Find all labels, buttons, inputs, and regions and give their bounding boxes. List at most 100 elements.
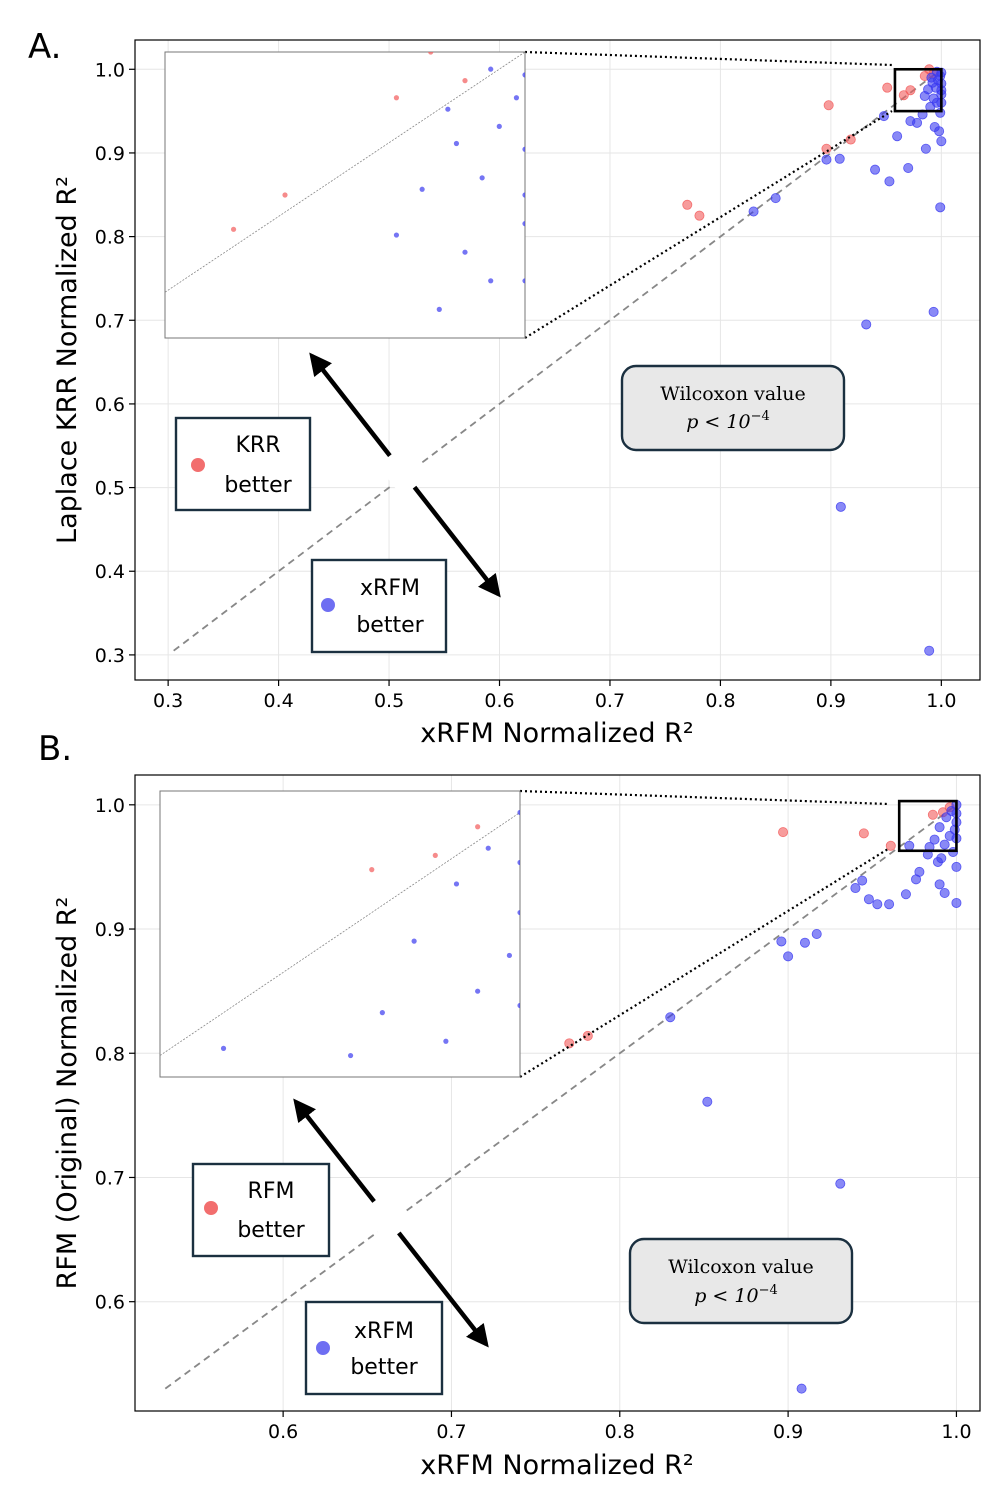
panel-b-legend-bottom-line1: xRFM bbox=[354, 1319, 414, 1344]
panel-a-inset-point-blue bbox=[496, 123, 502, 129]
panel-b-point-blue bbox=[702, 1096, 713, 1107]
panel-b-x-tick-label: 0.8 bbox=[605, 1421, 635, 1443]
panel-a-inset-point-blue bbox=[522, 221, 525, 227]
panel-a-legend-bottom-marker bbox=[321, 598, 335, 612]
panel-b-inset-point-blue bbox=[506, 952, 513, 959]
panel-a-inset-point-red bbox=[462, 78, 468, 84]
panel-a-inset-point-blue bbox=[419, 186, 425, 192]
panel-a-y-ticks: 0.3 0.4 0.5 0.6 0.7 0.8 0.9 1.0 bbox=[95, 59, 135, 667]
panel-b-inset-point-red bbox=[432, 852, 438, 858]
panel-a-inset-point-blue bbox=[488, 66, 494, 72]
panel-a-inset-point-blue bbox=[514, 347, 519, 352]
panel-b-point-blue bbox=[850, 883, 861, 894]
panel-a-inset-point-blue bbox=[522, 72, 525, 78]
panel-a-stat-box: Wilcoxon value p < 10−4 bbox=[620, 364, 846, 452]
panel-b-legend-top-marker bbox=[204, 1201, 218, 1215]
panel-b-point-blue bbox=[835, 1178, 846, 1189]
panel-a-inset-point-blue bbox=[488, 278, 494, 284]
panel-a-inset-point-blue bbox=[436, 306, 442, 312]
panel-a-point-blue bbox=[928, 306, 939, 317]
panel-a-point-red bbox=[882, 82, 893, 93]
panel-b-inset-point-blue bbox=[347, 1052, 354, 1059]
panel-b-legend-bottom-line2: better bbox=[350, 1355, 418, 1380]
panel-b-axes-frame bbox=[134, 774, 981, 1412]
panel-b-inset-point-blue bbox=[443, 1038, 449, 1044]
panel-a: A. 0.3 0.4 0.5 0.6 0.7 0.8 0.9 1.0 0.3 0.4 0.5 0.6… bbox=[28, 27, 981, 749]
panel-a-inset-point-blue bbox=[462, 249, 468, 255]
panel-b-inset-point-blue bbox=[220, 1045, 227, 1051]
panel-b-inset-point-blue bbox=[485, 845, 491, 851]
panel-b-diagonal bbox=[164, 804, 957, 1390]
panel-b-point-blue bbox=[665, 1012, 676, 1023]
panel-a-legend-top-line1: KRR bbox=[236, 433, 281, 458]
panel-a-arrow-gap bbox=[377, 443, 431, 497]
panel-a-point-blue bbox=[834, 153, 845, 164]
panel-b-y-tick-label: 1.0 bbox=[95, 795, 125, 817]
panel-a-inset-point-blue bbox=[393, 232, 400, 238]
panel-b-zoom-connector-bottom bbox=[519, 848, 889, 1078]
panel-b-y-ticks: 0.6 0.7 0.8 0.9 1.0 bbox=[95, 795, 135, 1314]
panel-a-point-blue bbox=[903, 162, 914, 173]
panel-a-stat-pvalue: p < 10−4 bbox=[686, 409, 770, 433]
panel-b-legend-bottom-marker bbox=[316, 1341, 330, 1355]
panel-a-point-blue bbox=[861, 319, 872, 330]
panel-b-x-ticks: 0.6 0.7 0.8 0.9 1.0 bbox=[268, 1411, 972, 1443]
panel-a-point-blue bbox=[770, 193, 781, 204]
panel-a-point-blue bbox=[748, 206, 759, 217]
panel-b-stat-pvalue: p < 10−4 bbox=[694, 1283, 778, 1307]
panel-b-point-blue bbox=[799, 937, 810, 948]
panel-b-inset-point-blue bbox=[517, 1002, 520, 1009]
panel-b-x-tick-label: 0.7 bbox=[436, 1421, 466, 1443]
panel-a-point-red bbox=[845, 134, 856, 145]
panel-a-y-tick-label: 0.6 bbox=[95, 394, 125, 416]
panel-b-inset-point-blue bbox=[411, 938, 417, 944]
panel-a-point-blue bbox=[870, 164, 881, 175]
panel-b-inset-point-blue bbox=[475, 988, 481, 994]
panel-b: B. 0.6 0.7 0.8 0.9 1.0 0.6 0.7 0.8 0.9 1.0 xRFM … bbox=[38, 729, 981, 1481]
panel-b-x-tick-label: 1.0 bbox=[941, 1421, 971, 1443]
panel-a-stat-title: Wilcoxon value bbox=[660, 383, 805, 405]
panel-b-y-tick-label: 0.9 bbox=[95, 919, 125, 941]
panel-b-point-red bbox=[778, 827, 789, 838]
panel-b-point-blue bbox=[796, 1383, 807, 1394]
panel-a-x-tick-label: 0.3 bbox=[153, 690, 183, 712]
panel-a-inset-point-red bbox=[282, 192, 288, 198]
panel-b-zoom-region-box bbox=[897, 799, 958, 853]
panel-b-stat-box: Wilcoxon value p < 10−4 bbox=[628, 1237, 854, 1325]
panel-a-inset-point-blue bbox=[522, 278, 525, 284]
panel-b-legend-top: RFM better bbox=[191, 1162, 331, 1258]
panel-b-point-blue bbox=[900, 889, 911, 900]
panel-a-point-blue bbox=[936, 136, 947, 147]
panel-a-point-blue bbox=[884, 176, 895, 187]
panel-a-legend-bottom-line2: better bbox=[356, 613, 424, 638]
panel-b-point-red bbox=[927, 809, 938, 820]
panel-a-inset-point-blue bbox=[453, 140, 460, 147]
panel-a-x-tick-label: 1.0 bbox=[926, 690, 956, 712]
panel-a-x-axis-label: xRFM Normalized R² bbox=[420, 718, 693, 749]
panel-a-inset-background bbox=[164, 51, 526, 339]
panel-a-x-tick-label: 0.9 bbox=[816, 690, 846, 712]
panel-b-inset-diagonal bbox=[159, 812, 521, 1056]
panel-a-point-blue bbox=[926, 72, 937, 83]
panel-a-axes-frame bbox=[134, 39, 981, 681]
panel-a-point-red bbox=[898, 90, 909, 101]
panel-a-point-blue bbox=[821, 154, 832, 165]
panel-a-label: A. bbox=[28, 27, 61, 67]
panel-a-y-tick-label: 0.4 bbox=[95, 561, 125, 583]
panel-b-point-blue bbox=[884, 899, 895, 910]
panel-a-x-tick-label: 0.6 bbox=[484, 690, 514, 712]
panel-a-inset-point-red bbox=[230, 226, 237, 232]
panel-a-zoom-connector-bottom bbox=[524, 110, 893, 339]
panel-a-point-blue bbox=[919, 91, 930, 102]
panel-b-point-blue bbox=[863, 894, 874, 905]
panel-a-point-red bbox=[821, 143, 832, 154]
panel-b-stat-title: Wilcoxon value bbox=[668, 1256, 813, 1278]
panel-b-inset-point-red bbox=[369, 867, 375, 873]
panel-a-y-tick-label: 0.9 bbox=[95, 143, 125, 165]
panel-b-point-blue bbox=[951, 897, 962, 908]
panel-b-point-blue bbox=[783, 951, 794, 962]
panel-b-point-blue bbox=[934, 822, 945, 833]
panel-a-diagonal bbox=[173, 68, 942, 652]
panel-b-point-blue bbox=[811, 929, 822, 940]
panel-a-inset-point-red bbox=[393, 95, 400, 101]
